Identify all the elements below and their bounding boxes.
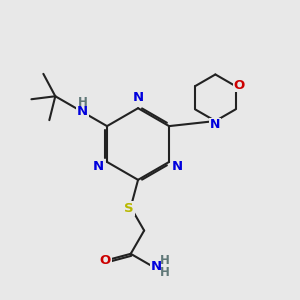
Text: O: O: [233, 79, 245, 92]
Text: N: N: [151, 260, 162, 273]
Text: O: O: [100, 254, 111, 267]
Text: N: N: [77, 105, 88, 118]
Text: H: H: [160, 254, 170, 267]
Text: H: H: [78, 96, 88, 109]
Text: N: N: [93, 160, 104, 173]
Text: N: N: [172, 160, 183, 173]
Text: H: H: [160, 266, 170, 279]
Text: N: N: [210, 118, 220, 131]
Text: S: S: [124, 202, 134, 215]
Text: N: N: [133, 91, 144, 104]
